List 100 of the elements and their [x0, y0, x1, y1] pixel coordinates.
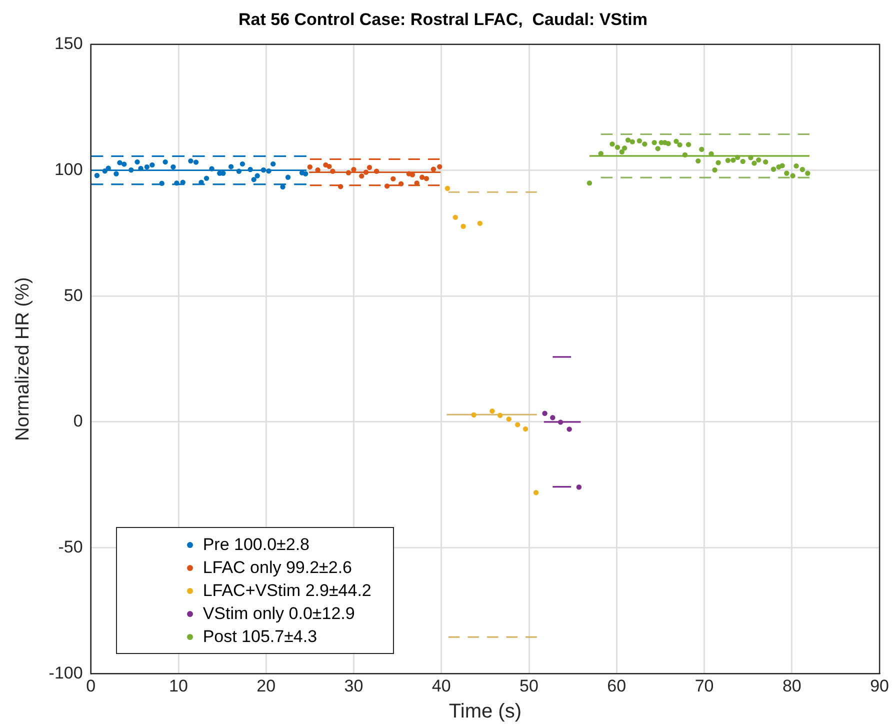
- point: [586, 180, 592, 186]
- point: [150, 162, 155, 168]
- point: [398, 181, 404, 186]
- point: [307, 164, 313, 170]
- point: [515, 422, 520, 428]
- point: [682, 152, 688, 158]
- point: [204, 176, 210, 181]
- point: [240, 161, 246, 167]
- point: [270, 161, 276, 167]
- point: [138, 166, 144, 172]
- legend-label: Pre 100.0±2.8: [202, 535, 310, 556]
- point: [134, 159, 140, 165]
- point: [686, 142, 692, 148]
- point: [696, 158, 701, 164]
- point: [251, 176, 256, 182]
- point: [419, 174, 425, 180]
- point: [330, 168, 336, 174]
- y-axis-title: Normalized HR (%): [12, 277, 34, 441]
- point: [558, 420, 564, 425]
- point: [712, 167, 718, 173]
- point: [642, 141, 648, 147]
- point: [326, 164, 332, 170]
- point: [114, 171, 119, 176]
- point: [180, 180, 186, 185]
- point: [800, 166, 806, 172]
- point: [437, 164, 442, 170]
- point: [452, 214, 458, 220]
- point: [285, 174, 291, 180]
- x-tick-label: 70: [694, 676, 714, 696]
- point: [220, 170, 226, 176]
- point: [254, 173, 260, 178]
- point: [770, 166, 776, 172]
- point: [102, 168, 108, 174]
- x-axis-title: Time (s): [448, 700, 522, 723]
- point: [725, 158, 731, 164]
- point: [790, 173, 796, 178]
- point: [666, 140, 671, 146]
- point: [497, 412, 503, 418]
- point: [390, 176, 396, 182]
- point: [550, 415, 556, 420]
- point: [576, 484, 582, 490]
- point: [533, 490, 539, 496]
- point: [193, 160, 199, 165]
- point: [610, 141, 615, 147]
- point: [188, 158, 194, 164]
- x-tick-label: 40: [432, 676, 451, 696]
- point: [374, 168, 380, 174]
- point: [302, 171, 308, 176]
- point: [170, 164, 176, 170]
- point: [622, 145, 628, 151]
- point: [805, 170, 810, 176]
- point: [266, 168, 272, 174]
- point: [228, 164, 234, 170]
- point: [384, 183, 390, 189]
- point: [784, 170, 790, 176]
- point: [674, 138, 679, 144]
- x-tick-label: 30: [344, 676, 364, 696]
- point: [566, 426, 572, 432]
- point: [630, 139, 636, 144]
- point: [780, 163, 785, 168]
- x-tick-label: 20: [256, 676, 276, 696]
- point: [159, 180, 164, 186]
- legend-label: Post 105.7±4.3: [202, 627, 318, 648]
- x-tick-label: 90: [870, 676, 890, 696]
- point: [359, 173, 364, 179]
- y-tick-label: 100: [54, 160, 83, 179]
- point: [636, 138, 642, 144]
- point: [117, 160, 122, 166]
- x-tick-label: 0: [86, 676, 96, 696]
- point: [260, 167, 266, 173]
- point: [506, 416, 512, 422]
- point: [338, 184, 344, 190]
- point: [542, 410, 548, 416]
- point: [740, 158, 746, 164]
- point: [366, 164, 372, 170]
- point: [490, 408, 495, 414]
- point: [363, 170, 369, 175]
- legend-label: VStim only 0.0±12.9: [202, 604, 355, 624]
- point: [94, 172, 100, 178]
- point: [174, 180, 180, 186]
- point: [756, 157, 762, 163]
- y-tick-label: -50: [58, 537, 83, 556]
- point: [162, 159, 168, 165]
- point: [128, 167, 134, 173]
- point: [122, 162, 127, 167]
- chart-title: Rat 56 Control Case: Rostral LFAC, Caudal: VStim: [238, 10, 648, 29]
- point: [652, 140, 657, 146]
- point: [625, 137, 631, 143]
- point: [619, 149, 624, 154]
- point: [209, 166, 214, 172]
- point: [716, 160, 721, 166]
- point: [248, 166, 253, 172]
- point: [763, 159, 768, 165]
- point: [430, 166, 436, 172]
- point: [460, 224, 466, 229]
- point: [677, 142, 682, 148]
- point: [730, 158, 736, 163]
- legend-label: LFAC only 99.2±2.6: [202, 558, 352, 578]
- point: [424, 176, 430, 182]
- y-tick-label: 50: [64, 286, 83, 305]
